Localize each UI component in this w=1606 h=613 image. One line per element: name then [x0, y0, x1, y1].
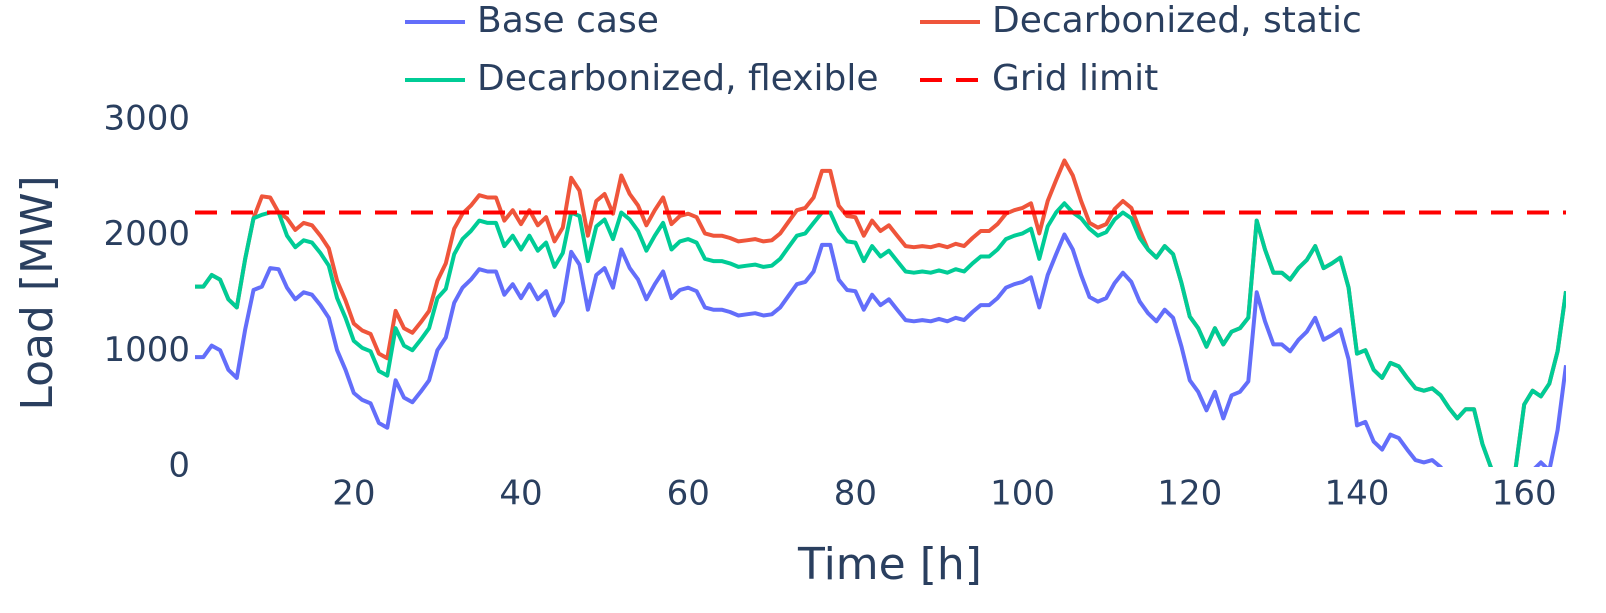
x-tick-label: 40 — [499, 474, 542, 514]
x-axis-title: Time [h] — [797, 539, 982, 590]
x-tick-label: 60 — [667, 474, 710, 514]
y-axis-title: Load [MW] — [12, 175, 63, 410]
x-tick-label: 120 — [1157, 474, 1222, 514]
series-line — [195, 232, 1566, 467]
y-tick-label: 1000 — [103, 330, 190, 370]
y-tick-label: 0 — [168, 446, 190, 486]
x-tick-label: 20 — [332, 474, 375, 514]
legend-label: Decarbonized, flexible — [477, 58, 879, 99]
x-tick-label: 140 — [1325, 474, 1390, 514]
y-tick-label: 2000 — [103, 214, 190, 254]
series-line — [195, 201, 1566, 467]
legend-label: Base case — [477, 0, 659, 41]
legend-label: Grid limit — [992, 58, 1158, 99]
x-tick-label: 80 — [834, 474, 877, 514]
x-tick-label: 100 — [990, 474, 1055, 514]
y-tick-label: 3000 — [103, 99, 190, 139]
legend-label: Decarbonized, static — [992, 0, 1362, 41]
plot-area — [195, 158, 1566, 467]
x-tick-label: 160 — [1492, 474, 1557, 514]
